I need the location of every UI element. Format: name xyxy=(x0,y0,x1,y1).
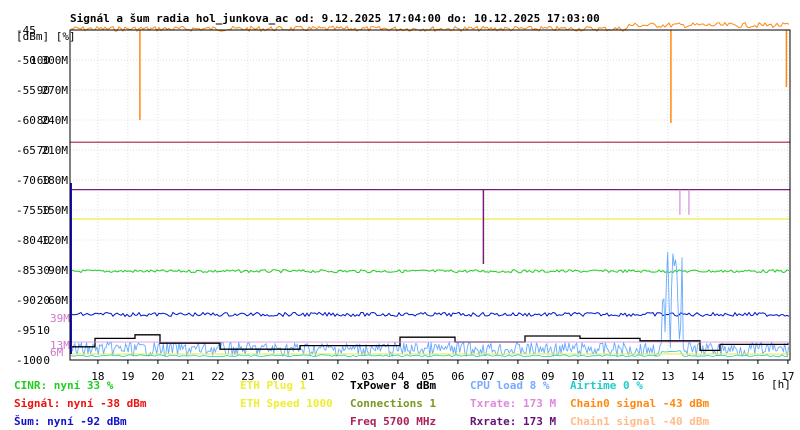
y-tick-rate: 60M xyxy=(48,294,68,307)
legend-entry: ETH Speed 1000 xyxy=(240,397,333,410)
x-tick-label: 14 xyxy=(691,370,705,383)
reference-lines xyxy=(70,141,790,220)
series-layer xyxy=(70,21,790,358)
y-tick-percent: 80 xyxy=(37,114,50,127)
x-tick-label: 00 xyxy=(271,370,284,383)
x-tick-label: 12 xyxy=(631,370,644,383)
x-tick-label: 07 xyxy=(481,370,494,383)
y-tick-dbm: -85 xyxy=(16,264,36,277)
y-tick-percent: 70 xyxy=(37,144,50,157)
y-tick-rate: 240M xyxy=(42,114,69,127)
y-tick-dbm: -45 xyxy=(16,24,36,37)
x-tick-label: 19 xyxy=(121,370,134,383)
y-tick-dbm: -95 xyxy=(16,324,36,337)
x-tick-label: 23 xyxy=(241,370,254,383)
y-tick-dbm: -65 xyxy=(16,144,36,157)
series-chain0-signal xyxy=(70,21,790,33)
x-tick-label: 04 xyxy=(391,370,405,383)
x-tick-label: 02 xyxy=(331,370,344,383)
y-tick-percent: 60 xyxy=(37,174,50,187)
x-tick-label: 17 xyxy=(781,370,794,383)
series-airtime xyxy=(70,350,789,358)
legend-entry: Šum: nyní -92 dBm xyxy=(14,415,127,428)
y-tick-rate: 90M xyxy=(48,264,68,277)
legend-entry: Signál: nyní -38 dBm xyxy=(14,397,147,410)
x-axis-label: [h] xyxy=(771,378,791,391)
y-tick-dbm: -55 xyxy=(16,84,36,97)
legend-entry: Chain1 signal -40 dBm xyxy=(570,415,710,428)
y-tick-rate: 270M xyxy=(42,84,69,97)
x-tick-label: 16 xyxy=(751,370,764,383)
y-tick-percent: 20 xyxy=(37,294,50,307)
x-tick-label: 10 xyxy=(571,370,584,383)
y-tick-percent: 10 xyxy=(37,324,50,337)
legend-entry: Txrate: 173 M xyxy=(470,397,557,410)
chart-title: Signál a šum radia hol_junkova_ac od: 9.… xyxy=(70,12,600,25)
y-tick-percent: 100 xyxy=(30,54,50,67)
overlay-rate-label: 39M xyxy=(50,312,70,325)
x-tick-label: 13 xyxy=(661,370,674,383)
plot-frame xyxy=(69,29,791,361)
x-tick-label: 05 xyxy=(421,370,434,383)
y-tick-dbm: -90 xyxy=(16,294,36,307)
legend-entry: Connections 1 xyxy=(350,397,437,410)
x-tick-label: 01 xyxy=(301,370,314,383)
legend-entry: CPU load 8 % xyxy=(470,379,550,392)
overlay-rate-label: 13M xyxy=(50,339,70,352)
legend-entry: Airtime 0 % xyxy=(570,379,643,392)
y-tick-rate: 180M xyxy=(42,174,69,187)
y-tick-rate: 210M xyxy=(42,144,69,157)
y-axis-label: [dBm] [%] xyxy=(16,30,76,43)
y-tick-rate: 120M xyxy=(42,234,69,247)
legend-entry: Freq 5700 MHz xyxy=(350,415,437,428)
y-tick-dbm: -70 xyxy=(16,174,36,187)
legend-entry: ETH Plug 1 xyxy=(240,379,307,392)
x-tick-label: 15 xyxy=(721,370,734,383)
series-cinr xyxy=(70,268,790,274)
y-tick-percent: 50 xyxy=(37,204,50,217)
x-tick-label: 20 xyxy=(151,370,164,383)
x-tick-label: 18 xyxy=(91,370,104,383)
x-tick-label: 21 xyxy=(181,370,194,383)
y-tick-dbm: -60 xyxy=(16,114,36,127)
y-tick-percent: 30 xyxy=(37,264,50,277)
x-tick-label: 03 xyxy=(361,370,374,383)
x-tick-label: 09 xyxy=(541,370,554,383)
legend-entry: Chain0 signal -43 dBm xyxy=(570,397,710,410)
legend-entry: CINR: nyní 33 % xyxy=(14,379,114,392)
legend-entry: Rxrate: 173 M xyxy=(470,415,557,428)
y-tick-percent: 0 xyxy=(43,354,50,367)
y-tick-percent: 90 xyxy=(37,84,50,97)
x-tick-label: 22 xyxy=(211,370,224,383)
y-tick-dbm: -50 xyxy=(16,54,36,67)
x-tick-label: 06 xyxy=(451,370,464,383)
y-tick-percent: 40 xyxy=(37,234,50,247)
x-tick-label: 08 xyxy=(511,370,524,383)
series-cpu-load xyxy=(70,252,790,358)
y-tick-dbm: -100 xyxy=(16,354,43,367)
x-tick-label: 11 xyxy=(601,370,614,383)
y-tick-rate: 150M xyxy=(42,204,69,217)
y-tick-dbm: -80 xyxy=(16,234,36,247)
series-txpower xyxy=(70,334,789,352)
overlay-rate-label: 6M xyxy=(50,346,64,359)
y-tick-dbm: -75 xyxy=(16,204,36,217)
y-tick-rate: 300M xyxy=(42,54,69,67)
legend-entry: TxPower 8 dBm xyxy=(350,379,437,392)
